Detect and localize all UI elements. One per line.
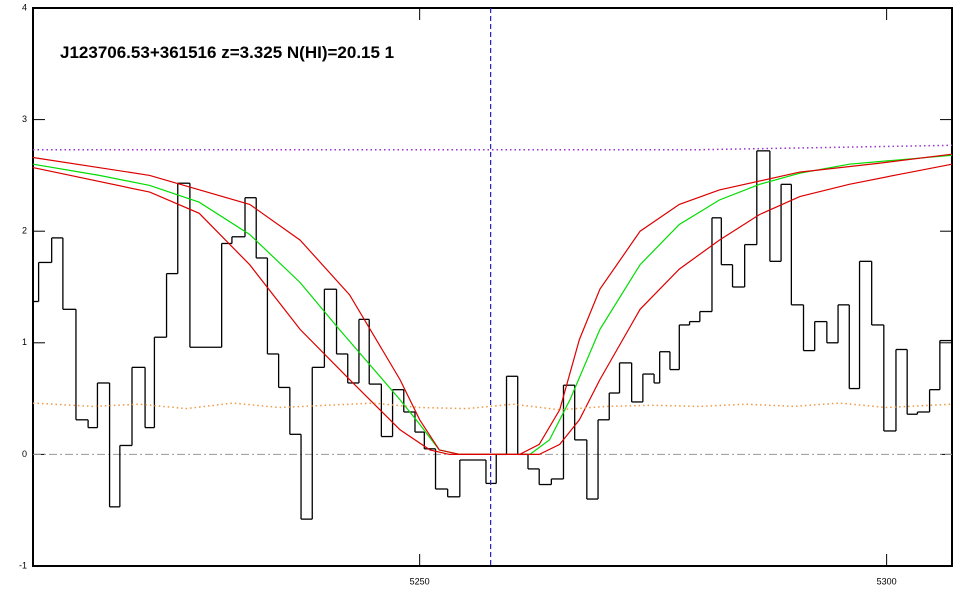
dotted-line bbox=[32, 402, 953, 411]
model-line bbox=[32, 153, 953, 455]
model-line bbox=[32, 163, 953, 455]
x-tick-label: 5250 bbox=[410, 576, 430, 586]
y-tick-label: 2 bbox=[22, 226, 27, 236]
y-tick-label: 1 bbox=[22, 337, 27, 347]
x-tick-label: 5300 bbox=[877, 576, 897, 586]
dotted-line bbox=[33, 144, 953, 151]
plot-frame bbox=[32, 7, 953, 567]
y-tick-label: 0 bbox=[22, 449, 27, 459]
model-line bbox=[32, 154, 953, 455]
y-tick-label: -1 bbox=[19, 560, 27, 570]
y-tick-label: 3 bbox=[22, 114, 27, 124]
chart-title: J123706.53+361516 z=3.325 N(HI)=20.15 1 bbox=[60, 43, 394, 62]
y-tick-label: 4 bbox=[22, 2, 27, 12]
